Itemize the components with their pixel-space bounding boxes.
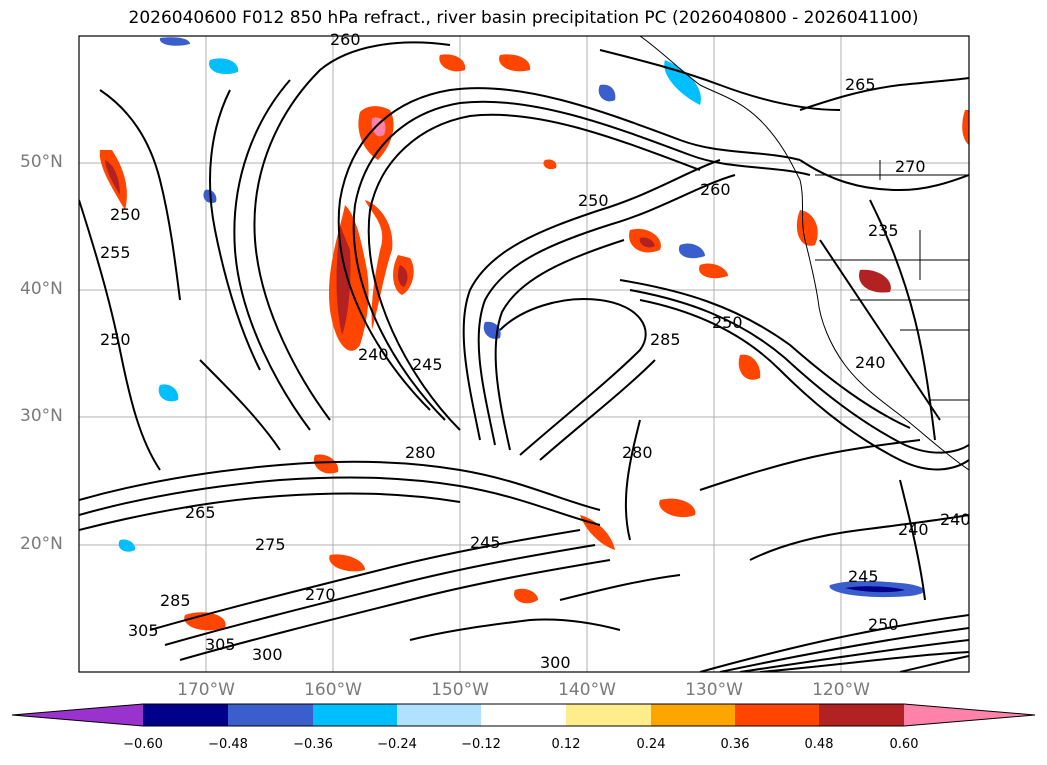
contour-label: 260 bbox=[330, 30, 361, 49]
contour-labels: 260 265 270 235 250 255 260 245 250 280 … bbox=[100, 30, 971, 672]
refractivity-contours bbox=[79, 41, 969, 672]
contour-label: 265 bbox=[185, 503, 216, 522]
contour-label: 235 bbox=[868, 221, 899, 240]
contour-label: 285 bbox=[650, 330, 681, 349]
colorbar-tick-label: −0.36 bbox=[293, 737, 333, 752]
colorbar-bin bbox=[143, 704, 228, 726]
contour-label: 300 bbox=[540, 653, 571, 672]
contour-label: 240 bbox=[898, 520, 929, 539]
contour-label: 300 bbox=[252, 645, 283, 664]
colorbar-tick-label: 0.36 bbox=[720, 737, 750, 752]
lat-label: 50°N bbox=[20, 152, 63, 172]
colorbar-extend-high bbox=[904, 704, 1035, 726]
colorbar bbox=[11, 703, 1036, 727]
colorbar-bin bbox=[566, 704, 651, 726]
colorbar-tick-label: 0.12 bbox=[551, 737, 581, 752]
colorbar-bin bbox=[481, 704, 566, 726]
contour-label: 280 bbox=[622, 443, 653, 462]
colorbar-tick-label: −0.48 bbox=[208, 737, 248, 752]
colorbar-bin bbox=[313, 704, 397, 726]
lon-label: 150°W bbox=[431, 680, 489, 700]
lat-label: 30°N bbox=[20, 406, 63, 426]
coastline bbox=[639, 36, 969, 471]
colorbar-tick-label: 0.60 bbox=[889, 737, 919, 752]
contour-label: 275 bbox=[255, 535, 286, 554]
colorbar-bin bbox=[651, 704, 735, 726]
gridlines bbox=[79, 36, 969, 672]
contour-label: 240 bbox=[940, 510, 971, 529]
contour-label: 245 bbox=[848, 567, 879, 586]
lon-label: 120°W bbox=[812, 680, 870, 700]
colorbar-bin bbox=[397, 704, 481, 726]
colorbar-bin bbox=[819, 704, 904, 726]
colorbar-bin bbox=[735, 704, 819, 726]
contour-label: 250 bbox=[578, 191, 609, 210]
map-title: 2026040600 F012 850 hPa refract., river … bbox=[128, 8, 919, 28]
contour-label: 250 bbox=[868, 615, 899, 634]
contour-label: 305 bbox=[128, 621, 159, 640]
contour-label: 245 bbox=[470, 533, 501, 552]
contour-label: 270 bbox=[305, 585, 336, 604]
precipitation-anomalies bbox=[99, 37, 969, 631]
contour-label: 250 bbox=[100, 330, 131, 349]
lat-label: 40°N bbox=[20, 279, 63, 299]
colorbar-tick-label: −0.24 bbox=[377, 737, 417, 752]
contour-label: 240 bbox=[855, 353, 886, 372]
contour-label: 255 bbox=[100, 243, 131, 262]
lon-label: 170°W bbox=[177, 680, 235, 700]
lon-label: 140°W bbox=[558, 680, 616, 700]
colorbar-tick-label: 0.48 bbox=[804, 737, 834, 752]
contour-label: 280 bbox=[405, 443, 436, 462]
contour-label: 270 bbox=[895, 157, 926, 176]
map-frame bbox=[78, 35, 970, 673]
contour-label: 285 bbox=[160, 591, 191, 610]
contour-label: 305 bbox=[205, 635, 236, 654]
lat-label: 20°N bbox=[20, 534, 63, 554]
contour-label: 250 bbox=[712, 313, 743, 332]
contour-label: 265 bbox=[845, 75, 876, 94]
contour-label: 250 bbox=[110, 205, 141, 224]
contour-label: 240 bbox=[358, 345, 389, 364]
lon-label: 130°W bbox=[685, 680, 743, 700]
contour-label: 260 bbox=[700, 180, 731, 199]
contour-label: 245 bbox=[412, 355, 443, 374]
colorbar-tick-label: −0.12 bbox=[461, 737, 501, 752]
colorbar-tick-label: −0.60 bbox=[123, 737, 163, 752]
colorbar-extend-low bbox=[12, 704, 143, 726]
colorbar-tick-label: 0.24 bbox=[636, 737, 666, 752]
colorbar-bin bbox=[228, 704, 313, 726]
lon-label: 160°W bbox=[304, 680, 362, 700]
